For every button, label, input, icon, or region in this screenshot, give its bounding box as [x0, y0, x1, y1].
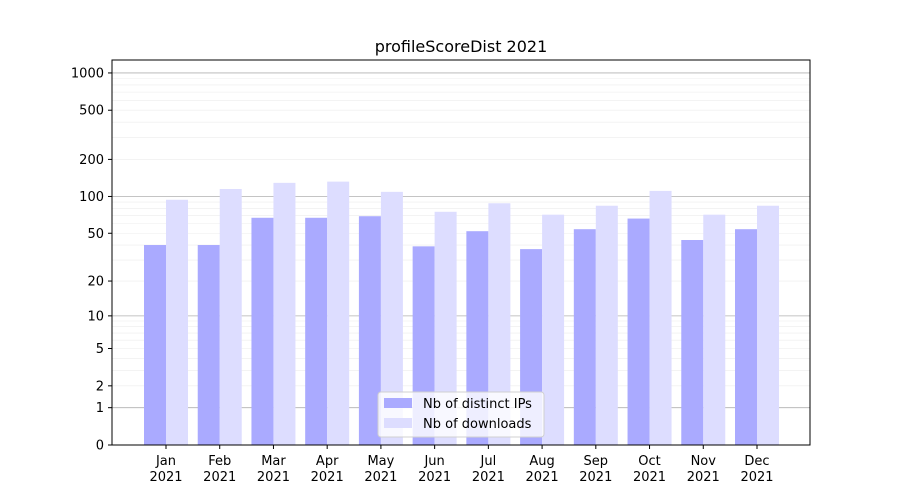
y-tick-label: 10	[87, 309, 104, 324]
bar-downloads	[649, 190, 672, 445]
bar-distinct-ips	[144, 245, 166, 445]
bar-downloads	[219, 189, 242, 445]
bar-downloads	[542, 214, 565, 445]
x-tick-label-year: 2021	[526, 470, 559, 485]
legend-label: Nb of downloads	[423, 417, 532, 432]
x-tick-label-year: 2021	[203, 470, 236, 485]
plot-frame	[111, 59, 811, 446]
bar-distinct-ips	[251, 217, 274, 445]
legend-swatch	[384, 418, 412, 428]
legend-label: Nb of distinct IPs	[423, 397, 532, 412]
bar-downloads	[273, 182, 296, 445]
chart-title: profileScoreDist 2021	[375, 37, 548, 56]
x-tick-label-year: 2021	[472, 470, 505, 485]
bar-downloads	[327, 181, 350, 445]
bar-downloads	[703, 214, 726, 445]
y-tick-label: 0	[96, 439, 104, 454]
x-tick-label-month: Dec	[744, 454, 769, 469]
x-tick-label-month: Aug	[529, 454, 554, 469]
legend-swatch	[384, 398, 412, 408]
x-tick-label-month: Jul	[480, 454, 497, 469]
bar-downloads	[757, 205, 779, 445]
y-tick-label: 2	[96, 379, 104, 394]
x-tick-label-year: 2021	[633, 470, 666, 485]
y-tick-label: 20	[87, 275, 104, 290]
y-tick-label: 1	[96, 401, 104, 416]
x-tick-label-year: 2021	[149, 470, 182, 485]
bar-downloads	[595, 205, 618, 445]
bar-distinct-ips	[573, 229, 596, 445]
y-tick-label: 50	[87, 227, 104, 242]
bar-downloads	[434, 211, 457, 445]
x-tick-label-year: 2021	[257, 470, 290, 485]
y-tick-label: 200	[79, 153, 104, 168]
bar-downloads	[166, 199, 188, 445]
bar-distinct-ips	[197, 245, 220, 445]
bar-downloads	[488, 203, 511, 445]
y-tick-label: 1000	[71, 66, 104, 81]
x-axis: Jan2021Feb2021Mar2021Apr2021May2021Jun20…	[149, 445, 774, 485]
y-tick-label: 5	[96, 342, 104, 357]
x-tick-label-month: Jun	[423, 454, 444, 469]
legend-box	[377, 391, 545, 438]
bar-distinct-ips	[735, 229, 757, 445]
x-tick-label-year: 2021	[579, 470, 612, 485]
x-tick-label-month: Sep	[584, 454, 609, 469]
legend: Nb of distinct IPs Nb of downloads	[377, 391, 545, 438]
x-tick-label-year: 2021	[740, 470, 773, 485]
bar-distinct-ips	[358, 216, 381, 445]
x-tick-label-year: 2021	[311, 470, 344, 485]
bar-distinct-ips	[681, 240, 704, 445]
x-tick-label-month: Feb	[208, 454, 231, 469]
x-tick-label-month: May	[367, 454, 394, 469]
bar-downloads	[380, 191, 403, 445]
x-tick-label-year: 2021	[418, 470, 451, 485]
y-axis: 0 1 2 5 10 20 50 100 200 500 1000	[71, 66, 112, 454]
x-tick-label-month: Oct	[638, 454, 660, 469]
x-tick-label-month: Nov	[691, 454, 717, 469]
bar-distinct-ips	[627, 218, 650, 445]
x-tick-label-month: Mar	[261, 454, 286, 469]
y-tick-label: 100	[79, 190, 104, 205]
x-tick-label-month: Apr	[316, 454, 339, 469]
x-tick-label-year: 2021	[364, 470, 397, 485]
x-tick-label-year: 2021	[687, 470, 720, 485]
x-tick-label-month: Jan	[155, 454, 176, 469]
y-tick-label: 500	[79, 104, 104, 119]
bar-distinct-ips	[305, 217, 328, 445]
